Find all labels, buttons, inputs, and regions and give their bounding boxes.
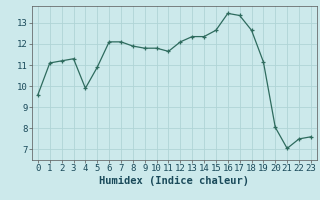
X-axis label: Humidex (Indice chaleur): Humidex (Indice chaleur)	[100, 176, 249, 186]
